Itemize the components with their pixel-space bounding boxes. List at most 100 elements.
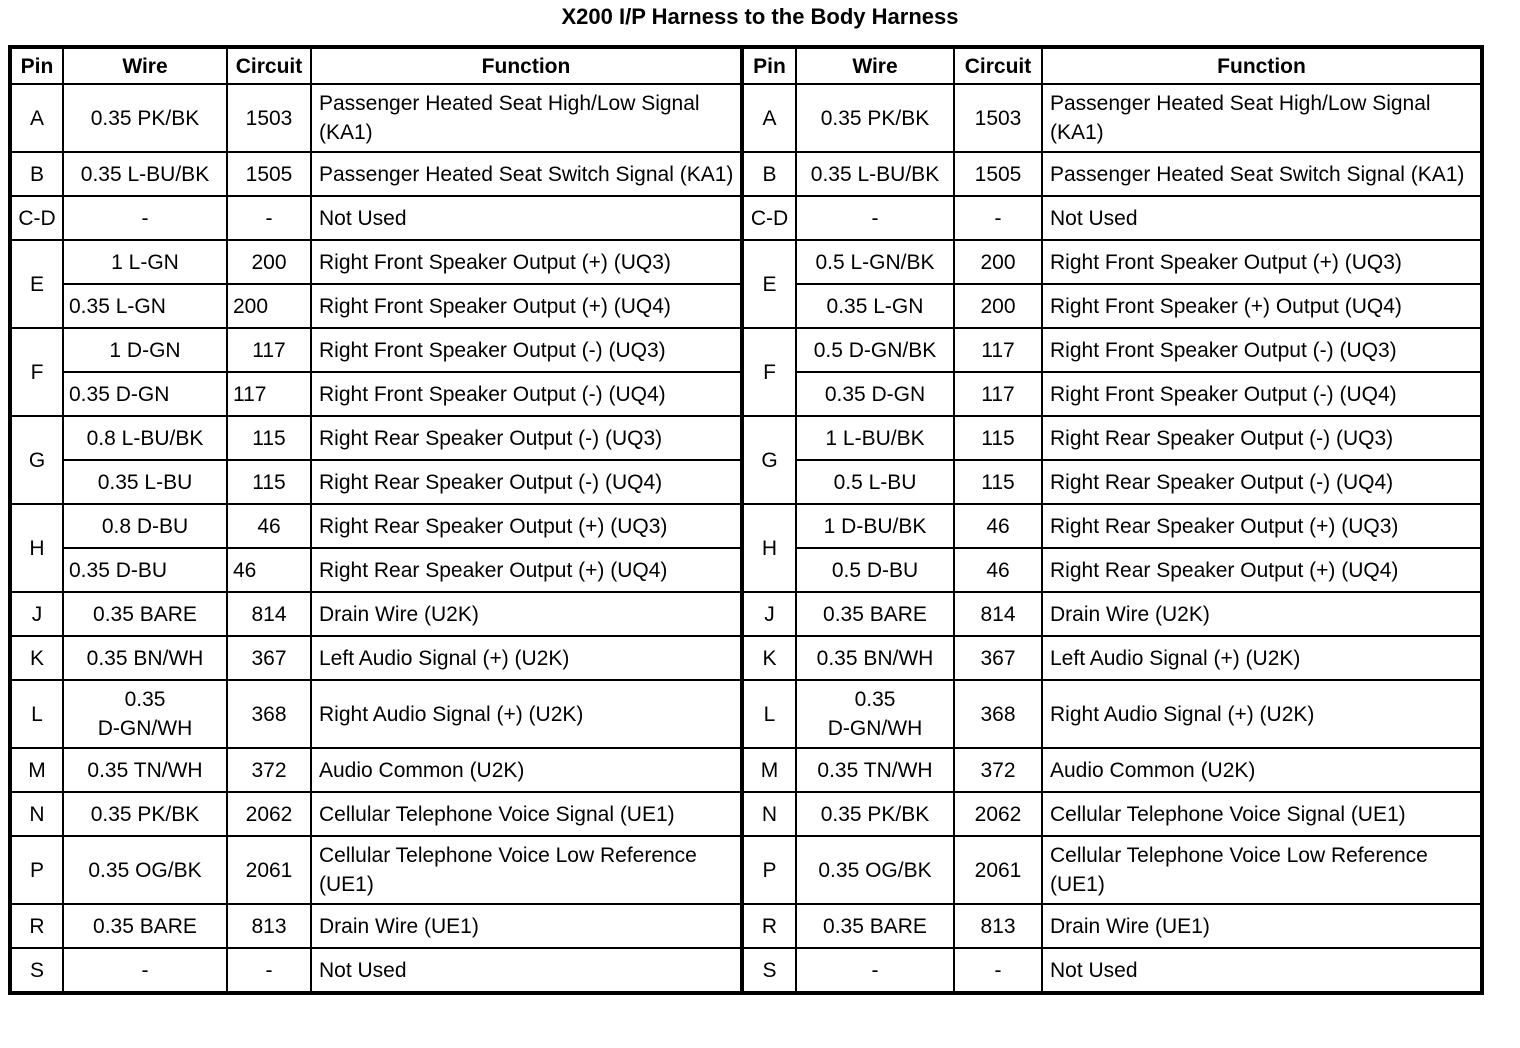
pin-cell: M xyxy=(741,747,797,793)
wire-cell: 0.5 D-BU xyxy=(795,547,955,593)
table-row: R 0.35 BARE 813 Drain Wire (UE1) xyxy=(9,903,743,949)
function-cell: Cellular Telephone Voice Signal (UE1) xyxy=(310,791,743,837)
circuit-cell: 372 xyxy=(226,747,312,793)
function-cell: Drain Wire (UE1) xyxy=(1041,903,1483,949)
function-cell: Not Used xyxy=(1041,947,1483,994)
pin-cell: M xyxy=(9,747,64,793)
function-cell: Audio Common (U2K) xyxy=(310,747,743,793)
pin-cell: F xyxy=(9,327,64,417)
pin-cell: H xyxy=(741,503,797,593)
circuit-cell: 200 xyxy=(226,239,312,285)
table-row: S - - Not Used xyxy=(741,947,1483,994)
header-cell-wire: Wire xyxy=(62,46,228,85)
table-row: R 0.35 BARE 813 Drain Wire (UE1) xyxy=(741,903,1483,949)
function-cell: Passenger Heated Seat Switch Signal (KA1… xyxy=(310,151,743,197)
circuit-cell: 367 xyxy=(226,635,312,681)
circuit-cell: - xyxy=(226,195,312,241)
circuit-cell: 115 xyxy=(953,459,1043,505)
pin-cell: P xyxy=(741,835,797,905)
wire-cell: 0.8 D-BU xyxy=(62,503,228,549)
function-cell: Right Front Speaker Output (-) (UQ4) xyxy=(310,371,743,417)
wire-cell: 0.35 D-BU xyxy=(62,547,228,593)
circuit-cell: 115 xyxy=(226,415,312,461)
wire-cell: 0.35 PK/BK xyxy=(62,83,228,153)
function-cell: Right Rear Speaker Output (+) (UQ3) xyxy=(1041,503,1483,549)
circuit-cell: 46 xyxy=(226,503,312,549)
function-cell: Right Rear Speaker Output (-) (UQ3) xyxy=(1041,415,1483,461)
wire-cell: 0.35 TN/WH xyxy=(62,747,228,793)
circuit-cell: 117 xyxy=(953,327,1043,373)
pin-cell: B xyxy=(9,151,64,197)
circuit-cell: 46 xyxy=(953,547,1043,593)
wire-cell: 0.5 L-BU xyxy=(795,459,955,505)
pin-cell: K xyxy=(9,635,64,681)
pin-cell: N xyxy=(741,791,797,837)
circuit-cell: - xyxy=(953,195,1043,241)
harness-tables: Pin Wire Circuit Function A 0.35 PK/BK 1503 Pa… xyxy=(8,45,1520,995)
table-row: G 0.8 L-BU/BK 115 Right Rear Speaker Output… xyxy=(9,415,743,505)
header-cell-pin: Pin xyxy=(741,46,797,85)
circuit-cell: 813 xyxy=(953,903,1043,949)
function-cell: Cellular Telephone Voice Low Reference (… xyxy=(310,835,743,905)
header-cell-circuit: Circuit xyxy=(226,46,312,85)
circuit-cell: 117 xyxy=(226,371,312,417)
wire-cell: 0.5 L-GN/BK xyxy=(795,239,955,285)
pin-cell: L xyxy=(9,679,64,749)
circuit-cell: 200 xyxy=(953,239,1043,285)
wire-cell: - xyxy=(795,195,955,241)
table-row: 0.35 L-BU 115 Right Rear Speaker Output (-… xyxy=(10,459,743,505)
pin-cell: J xyxy=(9,591,64,637)
pin-cell: A xyxy=(741,83,797,153)
table-row: L 0.35 D-GN/WH 368 Right Audio Signal (+) (… xyxy=(9,679,743,749)
table-row: A 0.35 PK/BK 1503 Passenger Heated Seat Hig… xyxy=(741,83,1483,153)
circuit-cell: 115 xyxy=(226,459,312,505)
circuit-cell: 46 xyxy=(953,503,1043,549)
pin-cell: R xyxy=(9,903,64,949)
circuit-cell: 814 xyxy=(953,591,1043,637)
circuit-cell: 367 xyxy=(953,635,1043,681)
function-cell: Left Audio Signal (+) (U2K) xyxy=(1041,635,1483,681)
function-cell: Not Used xyxy=(310,947,743,994)
wire-cell: 0.35 OG/BK xyxy=(795,835,955,905)
pin-cell: F xyxy=(741,327,797,417)
wire-cell: 0.35 BN/WH xyxy=(62,635,228,681)
table-body-left: A 0.35 PK/BK 1503 Passenger Heated Seat Hig… xyxy=(9,83,743,994)
header-cell-function: Function xyxy=(310,46,743,85)
table-row: N 0.35 PK/BK 2062 Cellular Telephone Voice … xyxy=(9,791,743,837)
table-row: 0.5 L-BU 115 Right Rear Speaker Output (-)… xyxy=(742,459,1483,505)
table-row: 0.35 L-GN 200 Right Front Speaker Output (… xyxy=(10,283,743,329)
header-cell-pin: Pin xyxy=(9,46,64,85)
circuit-cell: 117 xyxy=(953,371,1043,417)
table-header-right: Pin Wire Circuit Function xyxy=(741,46,1483,85)
wire-cell: 0.35 D-GN xyxy=(795,371,955,417)
table-row: L 0.35 D-GN/WH 368 Right Audio Signal (+) (… xyxy=(741,679,1483,749)
function-cell: Right Front Speaker Output (+) (UQ3) xyxy=(310,239,743,285)
pin-cell: C-D xyxy=(741,195,797,241)
function-cell: Right Rear Speaker Output (-) (UQ4) xyxy=(1041,459,1483,505)
table-row: 0.35 D-GN 117 Right Front Speaker Output (… xyxy=(10,371,743,417)
pin-cell: H xyxy=(9,503,64,593)
harness-table-right: Pin Wire Circuit Function A 0.35 PK/BK 1503 Pa… xyxy=(740,45,1484,995)
header-cell-circuit: Circuit xyxy=(953,46,1043,85)
table-header-left: Pin Wire Circuit Function xyxy=(9,46,743,85)
circuit-cell: 1505 xyxy=(953,151,1043,197)
pin-cell: L xyxy=(741,679,797,749)
table-row: B 0.35 L-BU/BK 1505 Passenger Heated Seat S… xyxy=(9,151,743,197)
wire-cell: - xyxy=(62,195,228,241)
function-cell: Right Rear Speaker Output (+) (UQ4) xyxy=(1041,547,1483,593)
function-cell: Cellular Telephone Voice Signal (UE1) xyxy=(1041,791,1483,837)
table-row: C-D - - Not Used xyxy=(741,195,1483,241)
function-cell: Right Rear Speaker Output (+) (UQ3) xyxy=(310,503,743,549)
pin-cell: G xyxy=(741,415,797,505)
pin-cell: N xyxy=(9,791,64,837)
table-row: P 0.35 OG/BK 2061 Cellular Telephone Voice … xyxy=(9,835,743,905)
table-row: A 0.35 PK/BK 1503 Passenger Heated Seat Hig… xyxy=(9,83,743,153)
wire-cell: 1 D-GN xyxy=(62,327,228,373)
function-cell: Passenger Heated Seat Switch Signal (KA1… xyxy=(1041,151,1483,197)
circuit-cell: 368 xyxy=(953,679,1043,749)
circuit-cell: 2062 xyxy=(226,791,312,837)
